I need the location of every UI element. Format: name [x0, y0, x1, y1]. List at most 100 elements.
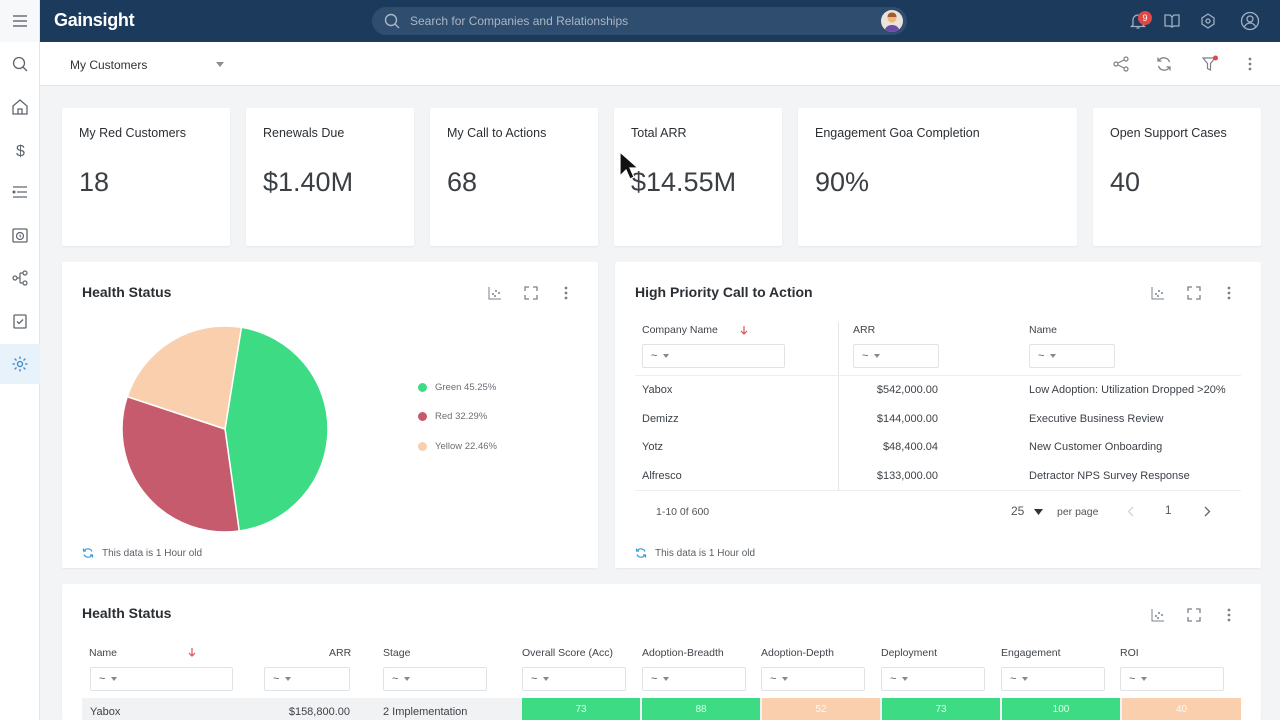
- kpi-card-red-customers[interactable]: My Red Customers 18: [62, 108, 230, 246]
- column-header-adoption-depth[interactable]: Adoption-Depth: [761, 647, 834, 659]
- table-cell-company[interactable]: Yotz: [642, 441, 664, 453]
- more-options-icon[interactable]: [1220, 606, 1238, 624]
- book-icon[interactable]: [1162, 11, 1182, 31]
- column-header-name[interactable]: Name: [89, 647, 118, 659]
- sidebar-home-icon[interactable]: [0, 87, 40, 127]
- fullscreen-icon[interactable]: [522, 284, 540, 302]
- more-options-icon[interactable]: [1220, 284, 1238, 302]
- more-options-icon[interactable]: [1240, 54, 1260, 74]
- page-size-select[interactable]: 25: [1011, 504, 1025, 518]
- chevron-down-icon: [663, 354, 670, 358]
- page-size-dropdown-icon[interactable]: [1034, 509, 1043, 515]
- table-cell-arr: $158,800.00: [288, 706, 350, 718]
- column-header-stage[interactable]: Stage: [383, 647, 411, 659]
- column-header-arr[interactable]: ARR: [853, 324, 876, 336]
- column-header-adoption-breadth[interactable]: Adoption-Breadth: [642, 647, 724, 659]
- sidebar-hierarchy-icon[interactable]: [0, 258, 40, 298]
- column-header-deployment[interactable]: Deployment: [881, 647, 938, 659]
- table-cell-company[interactable]: Demizz: [642, 413, 679, 425]
- table-cell-cta-name[interactable]: Low Adoption: Utilization Dropped >20%: [1029, 384, 1226, 396]
- data-age-note: This data is 1 Hour old: [635, 547, 755, 559]
- more-options-icon[interactable]: [557, 284, 575, 302]
- apps-icon[interactable]: [1198, 11, 1218, 31]
- filter-input-name[interactable]: ~: [1029, 344, 1115, 368]
- fullscreen-icon[interactable]: [1185, 284, 1203, 302]
- filter-input-engagement[interactable]: ~: [1001, 667, 1105, 691]
- sidebar-timeline-icon[interactable]: [0, 172, 40, 212]
- table-cell-company[interactable]: Yabox: [642, 384, 673, 396]
- chevron-down-icon[interactable]: [216, 62, 224, 67]
- chevron-down-icon: [902, 677, 909, 681]
- score-cell-roi[interactable]: 40: [1122, 698, 1241, 720]
- filter-input-name[interactable]: ~: [90, 667, 233, 691]
- filter-input-stage[interactable]: ~: [383, 667, 487, 691]
- dashboard-subheader: My Customers: [40, 42, 1280, 86]
- legend-item-yellow[interactable]: Yellow 22.46%: [418, 441, 497, 452]
- column-header-engagement[interactable]: Engagement: [1001, 647, 1061, 659]
- left-sidebar: $: [0, 42, 40, 720]
- sidebar-settings-icon[interactable]: [0, 344, 40, 384]
- filter-operator: ~: [651, 350, 658, 362]
- pie-slice-red[interactable]: [121, 395, 241, 533]
- filter-input-arr[interactable]: ~: [853, 344, 939, 368]
- kpi-card-renewals-due[interactable]: Renewals Due $1.40M: [246, 108, 414, 246]
- fullscreen-icon[interactable]: [1185, 606, 1203, 624]
- score-cell-adoption-depth[interactable]: 52: [762, 698, 880, 720]
- search-icon: [384, 13, 400, 29]
- hamburger-menu-icon[interactable]: [0, 0, 40, 42]
- layout-dropdown[interactable]: My Customers: [70, 58, 148, 72]
- chart-type-icon[interactable]: [486, 284, 504, 302]
- gainsight-logo[interactable]: Gainsight: [54, 10, 135, 30]
- table-cell-cta-name[interactable]: Executive Business Review: [1029, 413, 1164, 425]
- filter-input-roi[interactable]: ~: [1120, 667, 1224, 691]
- sidebar-checklist-icon[interactable]: [0, 301, 40, 341]
- refresh-icon[interactable]: [82, 547, 94, 559]
- table-cell-cta-name[interactable]: Detractor NPS Survey Response: [1029, 470, 1190, 482]
- legend-item-green[interactable]: Green 45.25%: [418, 382, 496, 393]
- sidebar-dollar-icon[interactable]: $: [0, 130, 40, 170]
- global-search-input[interactable]: Search for Companies and Relationships: [372, 7, 907, 35]
- sort-desc-icon[interactable]: [740, 326, 748, 336]
- filter-icon[interactable]: [1200, 54, 1220, 74]
- user-avatar[interactable]: [881, 10, 903, 32]
- filter-operator: ~: [1038, 350, 1045, 362]
- column-header-roi[interactable]: ROI: [1120, 647, 1139, 659]
- pie-slice-yellow[interactable]: [126, 325, 243, 430]
- chevron-down-icon: [663, 677, 670, 681]
- sidebar-search-icon[interactable]: [0, 44, 40, 84]
- next-page-icon[interactable]: [1204, 506, 1211, 517]
- score-cell-engagement[interactable]: 100: [1002, 698, 1120, 720]
- filter-input-adoption-depth[interactable]: ~: [761, 667, 865, 691]
- filter-input-adoption-breadth[interactable]: ~: [642, 667, 746, 691]
- table-cell-cta-name[interactable]: New Customer Onboarding: [1029, 441, 1163, 453]
- score-cell-deployment[interactable]: 73: [882, 698, 1000, 720]
- filter-input-overall-score[interactable]: ~: [522, 667, 626, 691]
- filter-input-arr[interactable]: ~: [264, 667, 350, 691]
- kpi-card-call-to-actions[interactable]: My Call to Actions 68: [430, 108, 598, 246]
- table-cell-company[interactable]: Alfresco: [642, 470, 682, 482]
- profile-icon[interactable]: [1240, 11, 1260, 31]
- share-icon[interactable]: [1111, 54, 1131, 74]
- kpi-card-support-cases[interactable]: Open Support Cases 40: [1093, 108, 1261, 246]
- chart-type-icon[interactable]: [1149, 284, 1167, 302]
- refresh-icon[interactable]: [1154, 54, 1174, 74]
- column-header-arr[interactable]: ARR: [329, 647, 352, 659]
- refresh-icon[interactable]: [635, 547, 647, 559]
- pie-slice-green[interactable]: [224, 326, 329, 532]
- table-cell-name[interactable]: Yabox: [90, 706, 121, 718]
- filter-input-company[interactable]: ~: [642, 344, 785, 368]
- sort-desc-icon[interactable]: [188, 648, 196, 658]
- current-page[interactable]: 1: [1165, 505, 1172, 517]
- column-header-company-name[interactable]: Company Name: [642, 324, 718, 336]
- score-cell-overall[interactable]: 73: [522, 698, 640, 720]
- column-header-overall-score[interactable]: Overall Score (Acc): [522, 647, 614, 659]
- legend-item-red[interactable]: Red 32.29%: [418, 411, 487, 422]
- kpi-card-engagement-goal[interactable]: Engagement Goa Completion 90%: [798, 108, 1077, 246]
- sidebar-calendar-icon[interactable]: [0, 215, 40, 255]
- column-header-name[interactable]: Name: [1029, 324, 1058, 336]
- score-cell-adoption-breadth[interactable]: 88: [642, 698, 760, 720]
- prev-page-icon[interactable]: [1127, 506, 1134, 517]
- filter-input-deployment[interactable]: ~: [881, 667, 985, 691]
- chart-type-icon[interactable]: [1149, 606, 1167, 624]
- kpi-card-total-arr[interactable]: Total ARR $14.55M: [614, 108, 782, 246]
